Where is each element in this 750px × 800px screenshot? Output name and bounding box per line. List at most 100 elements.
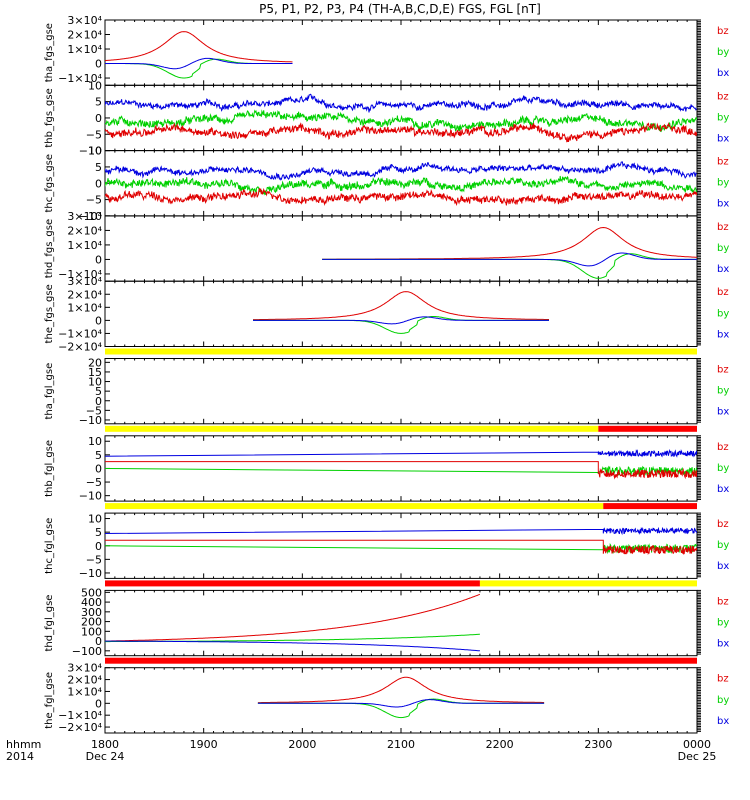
series-line-bx [105, 161, 697, 181]
legend-by: by [717, 695, 729, 706]
y-tick-label: 300 [81, 606, 102, 619]
legend-bz: bz [717, 26, 729, 37]
y-tick-label: 0 [95, 253, 102, 266]
series-line-bx [105, 57, 293, 70]
series-line-bz [253, 291, 549, 321]
y-tick-label: 2×10⁴ [67, 674, 102, 687]
series-line-bz [105, 187, 697, 207]
y-tick-label: 1×10⁴ [67, 43, 102, 56]
panel-frame [104, 19, 698, 86]
y-tick-label: 1×10⁴ [67, 685, 102, 698]
y-axis-label: the_fgs_gse [44, 284, 55, 343]
y-tick-label: 10 [88, 79, 102, 92]
y-axis-label: thb_fgs_gse [44, 88, 55, 147]
y-tick-label: 0 [95, 540, 102, 553]
y-tick-label: 15 [88, 366, 102, 379]
legend-bx: bx [717, 716, 729, 727]
y-axis-label: tha_fgl_gse [44, 363, 55, 420]
legend-bz: bz [717, 674, 729, 685]
legend-by: by [717, 463, 729, 474]
legend-by: by [717, 47, 729, 58]
legend-bx: bx [717, 329, 729, 340]
y-tick-label: −5 [86, 194, 102, 207]
flag-bar-red [105, 580, 480, 587]
legend-bz: bz [717, 287, 729, 298]
legend-bx: bx [717, 484, 729, 495]
y-tick-label: 0 [95, 58, 102, 71]
series-line-bx [257, 699, 545, 708]
legend-by: by [717, 540, 729, 551]
y-tick-label: −5 [86, 553, 102, 566]
legend-by: by [717, 178, 729, 189]
series-line-bz [105, 31, 293, 63]
y-tick-label: 20 [88, 356, 102, 369]
y-tick-label: 0 [95, 314, 102, 327]
series-group [105, 93, 697, 143]
legend-bz: bz [717, 91, 729, 102]
legend-bz: bz [717, 157, 729, 168]
y-tick-label: 5 [95, 385, 102, 398]
y-tick-label: −10 [79, 567, 102, 580]
y-axis-label: thc_fgl_gse [44, 518, 55, 574]
flag-bar-yellow [105, 503, 604, 510]
series-group [105, 526, 697, 555]
series-line-bx [253, 316, 549, 325]
y-tick-label: −100 [72, 645, 102, 658]
y-axis-label: thc_fgs_gse [44, 154, 55, 213]
y-tick-label: 3×10⁴ [67, 14, 102, 27]
legend-by: by [717, 308, 729, 319]
series-group [105, 593, 481, 652]
y-tick-label: 1×10⁴ [67, 239, 102, 252]
legend-bx: bx [717, 264, 729, 275]
x-tick-label: 0000 [683, 738, 711, 751]
y-axis-label: thd_fgs_gse [44, 219, 55, 278]
y-tick-label: 5 [95, 161, 102, 174]
y-tick-label: 2×10⁴ [67, 29, 102, 42]
legend-bz: bz [717, 222, 729, 233]
y-tick-label: 10 [88, 376, 102, 389]
series-line-bz [322, 226, 697, 260]
y-tick-label: 5 [95, 449, 102, 462]
panel-frame [104, 512, 698, 579]
y-tick-label: 100 [81, 625, 102, 638]
series-line-by [105, 633, 480, 643]
flag-bar-red [105, 657, 697, 664]
y-tick-label: 0 [95, 112, 102, 125]
y-axis-label: thb_fgl_gse [44, 440, 55, 497]
y-tick-label: 10 [88, 145, 102, 158]
series-group [257, 676, 545, 719]
legend-bz: bz [717, 365, 729, 376]
series-line-by [105, 58, 293, 79]
y-tick-label: 0 [95, 177, 102, 190]
time-row1-label: hhmm [6, 738, 41, 751]
series-line-by [105, 109, 697, 133]
series-line-by [105, 175, 697, 196]
y-tick-label: 0 [95, 635, 102, 648]
flag-bar-yellow [105, 425, 599, 432]
y-tick-label: 0 [95, 395, 102, 408]
y-tick-label: −10 [79, 145, 102, 158]
series-group [253, 291, 549, 334]
panel-frame [104, 150, 698, 217]
y-tick-label: 10 [88, 435, 102, 448]
y-tick-label: 3×10⁴ [67, 275, 102, 288]
series-group [105, 448, 697, 480]
x-tick-date-label: Dec 25 [678, 750, 717, 763]
legend-bx: bx [717, 199, 729, 210]
series-line-bx [105, 93, 697, 113]
y-tick-label: 0 [95, 462, 102, 475]
x-tick-label: 2300 [584, 738, 612, 751]
y-tick-label: −5 [86, 476, 102, 489]
legend-bx: bx [717, 68, 729, 79]
chart-title: P5, P1, P2, P3, P4 (TH-A,B,C,D,E) FGS, F… [259, 2, 541, 16]
panel-frame [104, 358, 698, 425]
time-row2-label: 2014 [6, 750, 34, 763]
legend-by: by [717, 386, 729, 397]
